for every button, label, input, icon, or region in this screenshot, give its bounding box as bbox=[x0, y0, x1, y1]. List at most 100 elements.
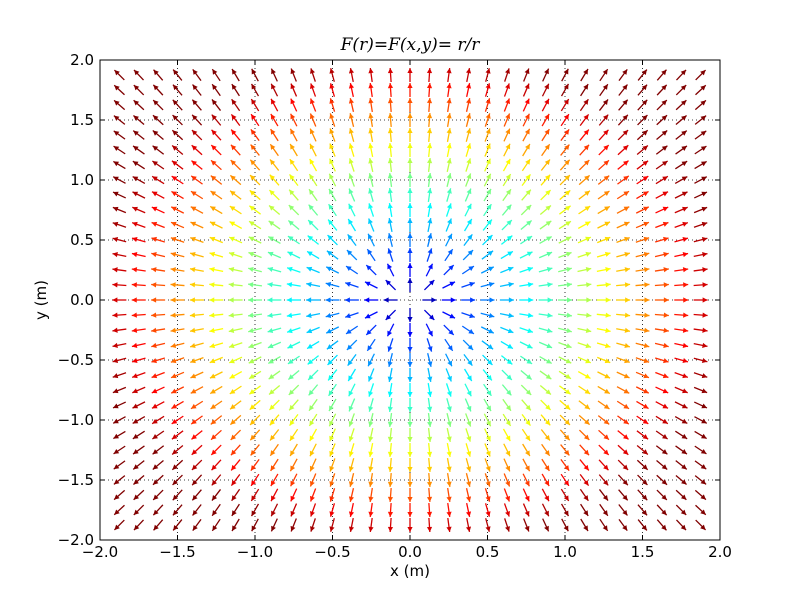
y-tick-label: 0.5 bbox=[70, 231, 94, 249]
field-arrow bbox=[250, 113, 260, 127]
field-arrow bbox=[577, 221, 591, 229]
field-arrow bbox=[209, 385, 223, 395]
field-arrow bbox=[151, 297, 166, 303]
field-arrow bbox=[499, 312, 514, 318]
field-arrow bbox=[446, 82, 452, 98]
field-arrow bbox=[539, 220, 552, 230]
field-arrow bbox=[407, 68, 413, 82]
field-arrow bbox=[656, 459, 668, 471]
field-arrow bbox=[485, 68, 491, 82]
field-arrow bbox=[694, 160, 707, 170]
field-arrow bbox=[368, 443, 374, 457]
field-arrow bbox=[519, 297, 534, 303]
field-arrow bbox=[598, 444, 610, 456]
field-arrow bbox=[654, 297, 669, 303]
field-arrow bbox=[407, 113, 413, 127]
field-arrow bbox=[466, 503, 472, 517]
field-arrow bbox=[407, 398, 413, 412]
field-arrow bbox=[387, 248, 394, 262]
field-arrow bbox=[445, 383, 452, 397]
field-arrow bbox=[112, 401, 126, 409]
field-arrow bbox=[483, 188, 492, 202]
field-arrow bbox=[674, 312, 689, 318]
field-arrow bbox=[368, 97, 374, 113]
field-arrow bbox=[423, 309, 435, 321]
field-arrow bbox=[308, 413, 318, 427]
field-arrow bbox=[326, 250, 339, 260]
field-arrow bbox=[462, 249, 474, 261]
field-arrow bbox=[268, 370, 281, 380]
field-arrow bbox=[325, 326, 340, 334]
field-arrow bbox=[345, 325, 359, 335]
field-arrow bbox=[288, 189, 299, 201]
field-arrow bbox=[249, 189, 261, 201]
field-arrow bbox=[446, 487, 452, 503]
field-arrow bbox=[407, 83, 413, 97]
field-arrow bbox=[211, 114, 222, 126]
field-arrow bbox=[655, 371, 669, 379]
field-arrow bbox=[310, 68, 316, 82]
field-arrow bbox=[228, 356, 243, 364]
field-arrow bbox=[446, 517, 452, 533]
field-arrow bbox=[248, 220, 262, 230]
field-arrow bbox=[407, 248, 413, 262]
field-arrow bbox=[503, 128, 511, 142]
field-arrow bbox=[542, 518, 550, 532]
field-arrow bbox=[675, 445, 688, 455]
field-arrow bbox=[559, 159, 571, 171]
field-arrow bbox=[327, 219, 338, 231]
field-arrow bbox=[519, 341, 533, 349]
field-arrow bbox=[427, 187, 433, 203]
field-arrow bbox=[446, 413, 452, 427]
field-arrow bbox=[427, 397, 433, 413]
field-arrow bbox=[577, 236, 592, 244]
field-arrow bbox=[577, 251, 592, 258]
field-arrow bbox=[616, 400, 630, 410]
field-arrow bbox=[364, 281, 378, 289]
field-arrow bbox=[616, 297, 631, 303]
field-arrow bbox=[309, 458, 317, 472]
field-arrow bbox=[309, 158, 318, 172]
field-arrow bbox=[230, 459, 241, 471]
field-arrow bbox=[484, 503, 491, 517]
field-arrow bbox=[484, 98, 491, 112]
field-arrow bbox=[387, 127, 394, 143]
field-arrow bbox=[267, 297, 282, 303]
field-arrow bbox=[674, 175, 688, 185]
field-arrow bbox=[597, 236, 611, 244]
field-arrow bbox=[133, 69, 145, 81]
field-arrow bbox=[655, 145, 668, 155]
field-arrow bbox=[693, 206, 708, 214]
field-arrow bbox=[270, 488, 279, 502]
x-tick-label: 0.5 bbox=[476, 543, 500, 561]
field-arrow bbox=[465, 428, 472, 442]
field-arrow bbox=[617, 444, 629, 456]
field-arrow bbox=[616, 251, 631, 258]
field-arrow bbox=[426, 97, 433, 113]
field-arrow bbox=[171, 459, 184, 471]
field-arrow bbox=[172, 99, 183, 111]
field-arrow bbox=[521, 428, 531, 442]
field-arrow bbox=[348, 518, 355, 532]
field-arrow bbox=[407, 353, 413, 367]
field-arrow bbox=[407, 488, 413, 502]
field-arrow bbox=[636, 190, 649, 200]
field-arrow bbox=[427, 157, 433, 173]
field-arrow bbox=[617, 175, 630, 185]
field-arrow bbox=[269, 143, 279, 157]
field-arrow bbox=[248, 356, 262, 364]
field-arrow bbox=[675, 160, 688, 170]
field-arrow bbox=[247, 312, 263, 318]
field-arrow bbox=[483, 398, 492, 412]
field-arrow bbox=[229, 371, 243, 379]
field-arrow bbox=[675, 99, 687, 111]
field-arrow bbox=[387, 382, 393, 398]
field-arrow bbox=[170, 327, 185, 333]
field-arrow bbox=[251, 68, 259, 82]
field-arrow bbox=[522, 503, 530, 517]
field-arrow bbox=[348, 443, 355, 457]
field-arrow bbox=[465, 413, 472, 427]
field-arrow bbox=[112, 312, 127, 318]
field-arrow bbox=[465, 158, 472, 172]
field-arrow bbox=[366, 248, 376, 262]
